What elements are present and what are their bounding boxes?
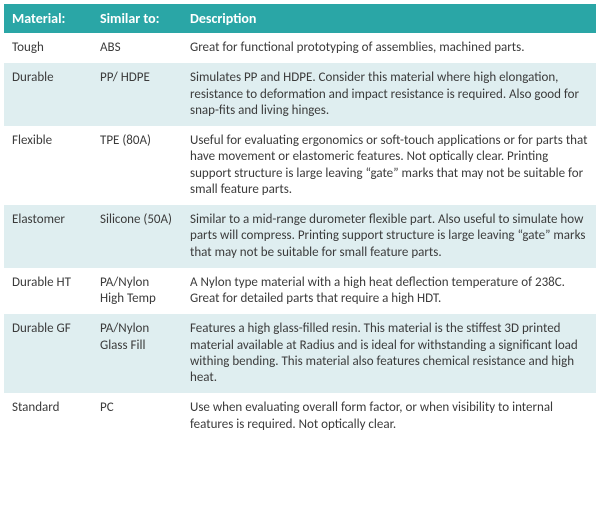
cell-similar: ABS [92,33,182,63]
table-row: StandardPCUse when evaluating overall fo… [4,393,596,440]
cell-desc: Similar to a mid-range durometer flexibl… [182,205,596,268]
cell-material: Standard [4,393,92,440]
table-row: ElastomerSilicone (50A)Similar to a mid-… [4,205,596,268]
cell-material: Tough [4,33,92,63]
cell-similar: PC [92,393,182,440]
table-body: ToughABSGreat for functional prototyping… [4,33,596,440]
table-header: Material: Similar to: Description [4,4,596,33]
table-row: Durable HTPA/Nylon High TempA Nylon type… [4,268,596,315]
col-header-desc: Description [182,4,596,33]
table-row: Durable GFPA/Nylon Glass FillFeatures a … [4,314,596,393]
cell-desc: A Nylon type material with a high heat d… [182,268,596,315]
cell-desc: Features a high glass-filled resin. This… [182,314,596,393]
cell-desc: Simulates PP and HDPE. Consider this mat… [182,63,596,126]
col-header-material: Material: [4,4,92,33]
cell-desc: Useful for evaluating ergonomics or soft… [182,126,596,205]
col-header-similar: Similar to: [92,4,182,33]
cell-desc: Great for functional prototyping of asse… [182,33,596,63]
cell-similar: Silicone (50A) [92,205,182,268]
cell-similar: PA/Nylon Glass Fill [92,314,182,393]
materials-table: Material: Similar to: Description ToughA… [4,4,596,440]
cell-similar: TPE (80A) [92,126,182,205]
cell-similar: PP/ HDPE [92,63,182,126]
cell-material: Durable HT [4,268,92,315]
cell-material: Flexible [4,126,92,205]
table-row: ToughABSGreat for functional prototyping… [4,33,596,63]
cell-material: Durable [4,63,92,126]
table-row: DurablePP/ HDPESimulates PP and HDPE. Co… [4,63,596,126]
cell-material: Elastomer [4,205,92,268]
cell-similar: PA/Nylon High Temp [92,268,182,315]
cell-desc: Use when evaluating overall form factor,… [182,393,596,440]
cell-material: Durable GF [4,314,92,393]
table-row: FlexibleTPE (80A)Useful for evaluating e… [4,126,596,205]
